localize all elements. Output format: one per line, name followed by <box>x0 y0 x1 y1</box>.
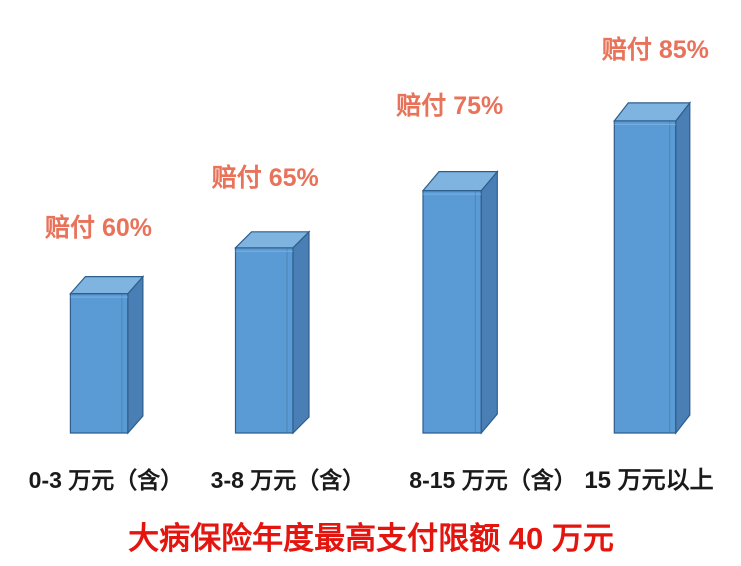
svg-text:3-8 万元（含）: 3-8 万元（含） <box>211 467 366 493</box>
svg-text:15 万元以上: 15 万元以上 <box>584 467 713 494</box>
svg-text:赔付 85%: 赔付 85% <box>602 35 709 64</box>
svg-text:大病保险年度最高支付限额 40 万元: 大病保险年度最高支付限额 40 万元 <box>128 521 614 556</box>
svg-text:赔付 75%: 赔付 75% <box>396 91 503 120</box>
svg-text:8-15 万元（含）: 8-15 万元（含） <box>409 467 576 493</box>
svg-text:赔付 65%: 赔付 65% <box>212 163 319 192</box>
svg-text:0-3 万元（含）: 0-3 万元（含） <box>29 467 184 493</box>
svg-text:赔付 60%: 赔付 60% <box>45 213 152 242</box>
